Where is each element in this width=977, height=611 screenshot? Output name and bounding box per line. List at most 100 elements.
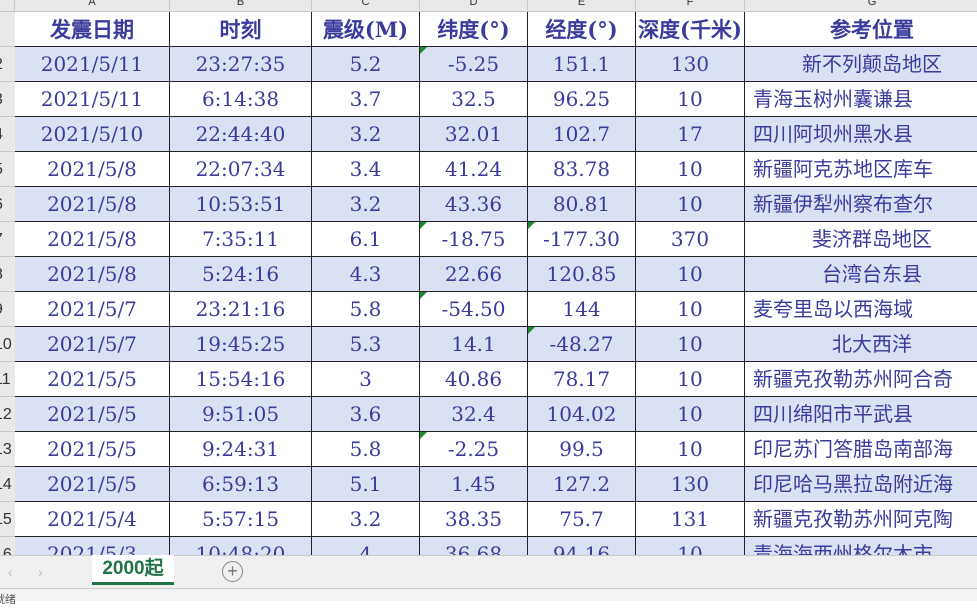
table-cell[interactable]: 2021/5/7 [15,292,170,327]
table-cell[interactable]: 10 [636,327,745,362]
table-cell[interactable]: 2021/5/8 [15,222,170,257]
table-cell[interactable]: 370 [636,222,745,257]
table-cell[interactable]: 四川阿坝州黑水县 [745,117,977,152]
table-cell[interactable]: 75.7 [528,502,636,537]
table-cell[interactable]: 6:14:38 [170,82,312,117]
column-header-G[interactable]: G [745,0,977,12]
table-cell[interactable]: 99.5 [528,432,636,467]
table-cell[interactable]: 32.4 [420,397,528,432]
table-cell[interactable]: 斐济群岛地区 [745,222,977,257]
table-cell[interactable]: 144 [528,292,636,327]
table-cell[interactable]: 10 [636,362,745,397]
table-cell[interactable]: 36.68 [420,537,528,555]
table-cell[interactable]: 印尼哈马黑拉岛附近海 [745,467,977,502]
table-cell[interactable]: 10 [636,397,745,432]
column-header-C[interactable]: C [312,0,420,12]
table-cell[interactable]: 9:24:31 [170,432,312,467]
row-header[interactable]: 9 [0,292,15,327]
table-cell[interactable]: 10:48:20 [170,537,312,555]
table-cell[interactable]: 3.2 [312,187,420,222]
row-header[interactable]: 6 [0,187,15,222]
header-cell[interactable]: 震级(M) [312,12,420,47]
table-cell[interactable]: 印尼苏门答腊岛南部海 [745,432,977,467]
table-cell[interactable]: 120.85 [528,257,636,292]
table-cell[interactable]: 2021/5/11 [15,47,170,82]
row-header[interactable]: 16 [0,537,15,555]
table-cell[interactable]: 15:54:16 [170,362,312,397]
table-cell[interactable]: 131 [636,502,745,537]
table-cell[interactable]: 新疆伊犁州察布查尔 [745,187,977,222]
table-cell[interactable]: 6.1 [312,222,420,257]
row-header[interactable]: 12 [0,397,15,432]
table-cell[interactable]: 1.45 [420,467,528,502]
table-cell[interactable]: 23:27:35 [170,47,312,82]
table-cell[interactable]: 22:44:40 [170,117,312,152]
table-cell[interactable]: 23:21:16 [170,292,312,327]
row-header-1[interactable] [0,12,15,47]
column-header-F[interactable]: F [636,0,745,12]
table-cell[interactable]: 6:59:13 [170,467,312,502]
table-cell[interactable]: 22.66 [420,257,528,292]
table-cell[interactable]: 130 [636,467,745,502]
table-cell[interactable]: 2021/5/3 [15,537,170,555]
spreadsheet-grid[interactable]: ABCDEFG发震日期时刻震级(M)纬度(°)经度(°)深度(千米)参考位置22… [0,0,977,555]
table-cell[interactable]: 5:57:15 [170,502,312,537]
table-cell[interactable]: 127.2 [528,467,636,502]
table-cell[interactable]: 5.1 [312,467,420,502]
table-cell[interactable]: -177.30 [528,222,636,257]
table-cell[interactable]: 5.3 [312,327,420,362]
table-cell[interactable]: -48.27 [528,327,636,362]
row-header[interactable]: 4 [0,117,15,152]
table-cell[interactable]: -5.25 [420,47,528,82]
table-cell[interactable]: 2021/5/5 [15,467,170,502]
table-cell[interactable]: 83.78 [528,152,636,187]
table-cell[interactable]: 40.86 [420,362,528,397]
header-cell[interactable]: 参考位置 [745,12,977,47]
table-cell[interactable]: 台湾台东县 [745,257,977,292]
table-cell[interactable]: 10 [636,82,745,117]
add-sheet-button[interactable]: + [222,561,243,582]
table-cell[interactable]: -2.25 [420,432,528,467]
column-header-D[interactable]: D [420,0,528,12]
table-cell[interactable]: -18.75 [420,222,528,257]
row-header[interactable]: 5 [0,152,15,187]
table-cell[interactable]: 2021/5/11 [15,82,170,117]
row-header[interactable]: 13 [0,432,15,467]
select-all-corner[interactable] [0,0,15,12]
table-cell[interactable]: 新疆阿克苏地区库车 [745,152,977,187]
table-cell[interactable]: 3.2 [312,502,420,537]
table-cell[interactable]: 10 [636,292,745,327]
sheet-tab-2000[interactable]: 2000起 [92,555,174,585]
table-cell[interactable]: 17 [636,117,745,152]
table-cell[interactable]: 22:07:34 [170,152,312,187]
table-cell[interactable]: 3 [312,362,420,397]
table-cell[interactable]: 2021/5/8 [15,257,170,292]
table-cell[interactable]: 7:35:11 [170,222,312,257]
header-cell[interactable]: 时刻 [170,12,312,47]
table-cell[interactable]: 2021/5/5 [15,432,170,467]
table-cell[interactable]: -54.50 [420,292,528,327]
table-cell[interactable]: 3.6 [312,397,420,432]
row-header[interactable]: 8 [0,257,15,292]
table-cell[interactable]: 78.17 [528,362,636,397]
table-cell[interactable]: 青海海西州格尔木市 [745,537,977,555]
table-cell[interactable]: 麦夸里岛以西海域 [745,292,977,327]
row-header[interactable]: 3 [0,82,15,117]
table-cell[interactable]: 9:51:05 [170,397,312,432]
table-cell[interactable]: 3.2 [312,117,420,152]
table-cell[interactable]: 130 [636,47,745,82]
table-cell[interactable]: 19:45:25 [170,327,312,362]
table-cell[interactable]: 新疆克孜勒苏州阿合奇 [745,362,977,397]
table-cell[interactable]: 94.16 [528,537,636,555]
table-cell[interactable]: 10 [636,432,745,467]
table-cell[interactable]: 32.5 [420,82,528,117]
table-cell[interactable]: 80.81 [528,187,636,222]
row-header[interactable]: 15 [0,502,15,537]
table-cell[interactable]: 新不列颠岛地区 [745,47,977,82]
table-cell[interactable]: 96.25 [528,82,636,117]
table-cell[interactable]: 104.02 [528,397,636,432]
table-cell[interactable]: 3.4 [312,152,420,187]
column-header-E[interactable]: E [528,0,636,12]
table-cell[interactable]: 2021/5/10 [15,117,170,152]
table-cell[interactable]: 5.8 [312,292,420,327]
